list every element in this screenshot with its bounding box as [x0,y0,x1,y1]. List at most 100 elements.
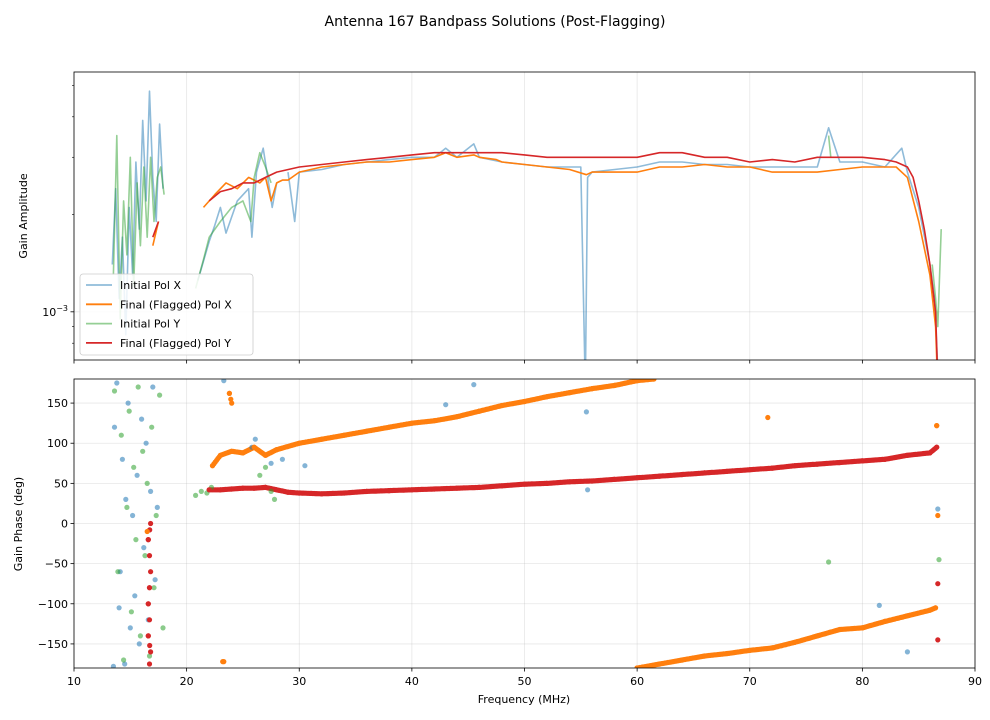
phase-point-series-3 [882,456,888,462]
legend-entry-3: Final (Flagged) Pol Y [120,337,231,350]
phase-point-series-3 [935,581,941,587]
phase-point-series-0 [134,472,140,478]
phase-point-series-0 [143,440,149,446]
phase-point-series-1 [724,650,730,657]
phase-point-series-1 [544,394,550,400]
phase-point-series-0 [252,436,258,442]
phase-point-series-3 [240,485,246,491]
legend-frame [79,273,254,356]
phase-point-series-1 [679,657,685,663]
phase-point-series-0 [583,409,590,415]
phase-point-series-0 [110,663,116,668]
phase-point-series-1 [226,390,232,396]
phase-point-series-2 [198,488,204,494]
phase-point-series-3 [657,473,663,479]
phase-point-series-2 [126,408,132,414]
phase-x-tick-label: 60 [630,675,644,688]
phase-point-series-1 [814,633,820,639]
phase-point-series-1 [634,665,640,668]
phase-point-series-0 [130,512,136,519]
phase-point-series-1 [217,452,223,458]
phase-point-series-3 [251,485,257,491]
phase-point-series-2 [142,553,148,559]
phase-x-tick-label: 20 [180,675,194,688]
phase-point-series-0 [471,382,477,388]
phase-point-series-1 [702,653,708,659]
phase-point-series-3 [148,520,154,527]
phase-point-series-1 [431,418,437,424]
phase-point-series-1 [657,661,663,667]
phase-point-series-3 [634,475,640,481]
amplitude-legend: Initial Pol X Final (Flagged) Pol X Initia… [79,273,254,356]
phase-point-series-0 [123,496,129,502]
phase-point-series-3 [146,661,153,667]
phase-point-series-0 [122,661,128,667]
phase-point-series-2 [137,633,143,639]
phase-point-series-2 [131,464,137,470]
phase-point-series-1 [747,647,753,653]
phase-point-series-2 [257,472,263,478]
phase-point-series-1 [882,618,888,625]
phase-point-series-2 [124,504,130,510]
phase-point-series-2 [936,557,942,563]
phase-point-series-2 [268,488,274,494]
phase-point-series-2 [118,432,124,438]
phase-point-series-3 [589,478,595,484]
phase-point-series-2 [115,569,121,575]
phase-point-series-3 [229,486,235,492]
phase-y-axis-label: Gain Phase (deg) [12,477,25,571]
phase-point-series-0 [119,456,125,462]
phase-point-series-0 [876,602,882,609]
phase-point-series-0 [150,384,156,390]
phase-point-series-3 [341,490,347,496]
phase-point-series-1 [476,408,482,414]
phase-x-tick-label: 30 [292,675,306,688]
phase-point-series-3 [454,485,460,491]
phase-point-series-3 [148,569,154,575]
phase-point-series-2 [144,480,150,486]
phase-point-series-0 [935,506,941,512]
phase-point-series-0 [111,424,118,430]
phase-y-tick-label: 100 [47,437,68,450]
phase-point-series-3 [217,487,223,493]
amplitude-y-tick-label: 10−3 [42,304,68,319]
phase-point-series-0 [154,504,160,510]
phase-point-series-0 [116,605,122,611]
phase-point-series-1 [769,645,775,651]
phase-point-series-3 [148,649,154,655]
phase-point-series-3 [837,459,843,466]
phase-point-series-3 [476,484,482,490]
phase-point-series-1 [274,447,280,453]
phase-point-series-1 [567,390,573,396]
phase-y-tick-label: −50 [45,558,68,571]
phase-x-tick-label: 80 [855,675,869,688]
figure-title: Antenna 167 Bandpass Solutions (Post-Fla… [325,14,666,30]
phase-point-series-0 [585,487,591,493]
phase-axes: 10 20 30 40 50 60 70 80 90 −150 −100 −50 0 50 100 150 [38,378,982,688]
phase-point-series-3 [859,458,866,464]
phase-x-tick-label: 70 [743,675,757,688]
phase-point-series-1 [651,379,657,382]
phase-point-series-2 [271,496,278,502]
frequency-x-axis-label: Frequency (MHz) [478,693,570,706]
phase-point-series-0 [139,416,145,422]
phase-point-series-2 [121,657,127,663]
phase-point-series-2 [149,424,155,430]
phase-point-series-3 [499,483,505,489]
amplitude-series-line-3 [152,151,938,360]
phase-point-series-3 [904,452,911,458]
phase-point-series-0 [302,463,308,469]
phase-point-series-1 [499,402,505,409]
phase-point-series-1 [859,625,866,631]
phase-point-series-3 [206,487,212,493]
phase-point-series-3 [145,601,151,607]
phase-point-series-3 [285,489,291,495]
phase-point-series-3 [612,476,618,482]
phase-point-series-1 [409,420,415,426]
phase-point-series-0 [148,488,154,494]
phase-point-series-3 [935,637,941,643]
phase-point-series-3 [262,484,269,490]
legend-entry-0: Initial Pol X [120,279,181,292]
phase-point-series-1 [612,382,618,388]
